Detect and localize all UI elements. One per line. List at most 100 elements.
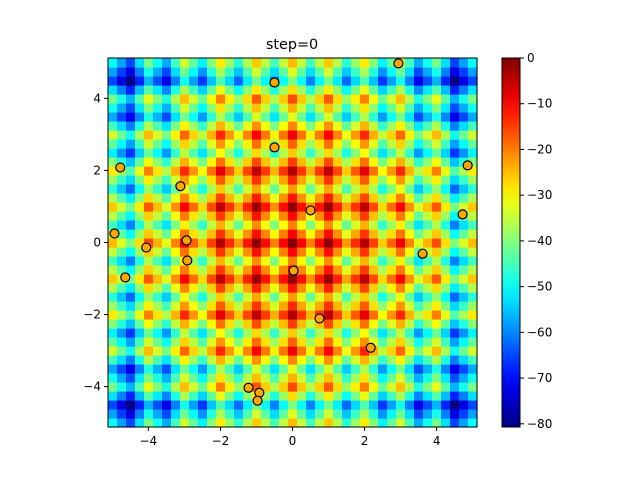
heatmap-cell (243, 184, 253, 194)
heatmap-cell (360, 364, 370, 374)
heatmap-cell (135, 139, 145, 149)
heatmap-cell (198, 139, 208, 149)
heatmap-cell (117, 292, 127, 302)
heatmap-cell (225, 418, 235, 428)
heatmap-cell (126, 283, 136, 293)
heatmap-cell (450, 247, 460, 257)
heatmap-cell (369, 184, 379, 194)
heatmap-cell (117, 103, 127, 113)
heatmap-cell (360, 382, 370, 392)
heatmap-cell (252, 328, 262, 338)
heatmap-cell (333, 274, 343, 284)
heatmap-cell (135, 76, 145, 86)
heatmap-cell (198, 256, 208, 266)
heatmap-cell (324, 103, 334, 113)
heatmap-cell (153, 166, 163, 176)
heatmap-cell (135, 67, 145, 77)
heatmap-cell (189, 274, 199, 284)
heatmap-cell (306, 175, 316, 185)
heatmap-cell (432, 274, 442, 284)
colorbar-tick-label: −20 (527, 142, 552, 156)
heatmap-cell (306, 310, 316, 320)
heatmap-cell (216, 409, 226, 419)
heatmap-cell (333, 121, 343, 131)
heatmap-cell (288, 202, 298, 212)
heatmap-cell (144, 301, 154, 311)
heatmap-cell (234, 292, 244, 302)
heatmap-cell (360, 58, 370, 68)
heatmap-cell (171, 301, 181, 311)
heatmap-cell (180, 265, 190, 275)
heatmap-cell (351, 121, 361, 131)
heatmap-cell (468, 265, 478, 275)
heatmap-cell (342, 400, 352, 410)
heatmap-cell (234, 310, 244, 320)
heatmap-cell (171, 310, 181, 320)
heatmap-cell (261, 292, 271, 302)
heatmap-cell (297, 355, 307, 365)
heatmap-cell (270, 58, 280, 68)
heatmap-cell (342, 67, 352, 77)
heatmap-cell (468, 202, 478, 212)
heatmap-cell (324, 247, 334, 257)
heatmap-cell (270, 229, 280, 239)
heatmap-cell (342, 166, 352, 176)
heatmap-cell (144, 184, 154, 194)
heatmap-cell (315, 103, 325, 113)
heatmap-cell (189, 67, 199, 77)
heatmap-cell (261, 346, 271, 356)
heatmap-cell (315, 346, 325, 356)
heatmap-cell (423, 382, 433, 392)
heatmap-cell (171, 148, 181, 158)
heatmap-cell (153, 211, 163, 221)
heatmap-cell (387, 346, 397, 356)
heatmap-cell (126, 139, 136, 149)
heatmap-cell (135, 94, 145, 104)
colorbar-tick-label: 0 (527, 51, 535, 65)
heatmap-cell (405, 355, 415, 365)
heatmap-cell (351, 418, 361, 428)
heatmap-cell (216, 319, 226, 329)
heatmap-cell (306, 337, 316, 347)
heatmap-cell (315, 229, 325, 239)
heatmap-cell (324, 238, 334, 248)
heatmap-cell (360, 67, 370, 77)
heatmap-cell (108, 193, 118, 203)
heatmap-cell (189, 319, 199, 329)
heatmap-cell (351, 112, 361, 122)
heatmap-cell (333, 418, 343, 428)
heatmap-cell (351, 130, 361, 140)
heatmap-cell (117, 157, 127, 167)
heatmap-cell (342, 274, 352, 284)
heatmap-cell (306, 256, 316, 266)
heatmap-cell (234, 382, 244, 392)
heatmap-cell (126, 193, 136, 203)
heatmap-cell (315, 256, 325, 266)
heatmap-cell (441, 121, 451, 131)
heatmap-cell (387, 391, 397, 401)
heatmap-cell (405, 373, 415, 383)
heatmap-cell (306, 400, 316, 410)
heatmap-cell (306, 67, 316, 77)
heatmap-cell (216, 85, 226, 95)
heatmap-cell (288, 355, 298, 365)
heatmap-cell (387, 85, 397, 95)
heatmap-cell (342, 310, 352, 320)
heatmap-cell (270, 283, 280, 293)
heatmap-cell (396, 184, 406, 194)
heatmap-cell (405, 274, 415, 284)
heatmap-cell (225, 139, 235, 149)
heatmap-cell (198, 76, 208, 86)
heatmap-cell (378, 148, 388, 158)
heatmap-cell (171, 292, 181, 302)
heatmap-cell (324, 418, 334, 428)
heatmap-cell (378, 94, 388, 104)
heatmap-cell (279, 220, 289, 230)
heatmap-cell (297, 103, 307, 113)
heatmap-cell (387, 418, 397, 428)
heatmap-cell (324, 274, 334, 284)
heatmap-cell (288, 292, 298, 302)
heatmap-cell (117, 85, 127, 95)
heatmap-cell (315, 121, 325, 131)
heatmap-cell (189, 85, 199, 95)
